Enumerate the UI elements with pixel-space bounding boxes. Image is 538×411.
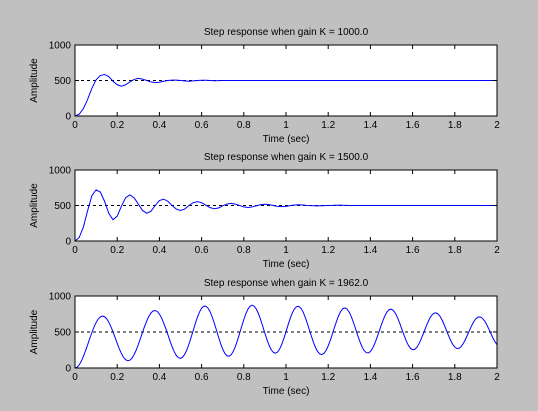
x-tick-label: 1.4 xyxy=(363,120,377,131)
x-tick-label: 2 xyxy=(494,245,500,256)
chart-panel-1: 0 0.2 0.4 0.6 0.8 1 1.2 1.4 1.6 1.8 2 0 500 1000 Step … xyxy=(29,27,500,145)
x-axis-label: Time (sec) xyxy=(263,386,310,397)
x-tick-label: 0 xyxy=(72,120,78,131)
x-tick-label: 1.6 xyxy=(406,245,420,256)
x-tick-label: 0 xyxy=(72,245,78,256)
response-line xyxy=(74,304,498,369)
x-tick-label: 1.8 xyxy=(448,120,462,131)
chart-title: Step response when gain K = 1962.0 xyxy=(204,278,369,289)
x-tick-label: 1.8 xyxy=(448,372,462,383)
x-tick-label: 0.4 xyxy=(152,245,166,256)
x-tick-label: 1.8 xyxy=(448,245,462,256)
y-tick-label: 500 xyxy=(54,201,71,212)
x-tick-label: 1 xyxy=(283,245,289,256)
response-line xyxy=(74,189,497,242)
x-tick-label: 1.2 xyxy=(321,372,335,383)
y-axis-label: Amplitude xyxy=(29,58,40,103)
x-tick-label: 1.6 xyxy=(406,120,420,131)
y-tick-label: 1000 xyxy=(49,41,72,52)
x-tick-label: 0.8 xyxy=(237,245,251,256)
x-tick-label: 1.2 xyxy=(321,120,335,131)
y-tick-label: 0 xyxy=(65,237,71,248)
x-tick-label: 0.8 xyxy=(237,120,251,131)
x-tick-label: 0.4 xyxy=(152,372,166,383)
y-tick-label: 1000 xyxy=(49,292,72,303)
x-tick-label: 0.8 xyxy=(237,372,251,383)
x-tick-label: 2 xyxy=(494,372,500,383)
x-tick-label: 0.6 xyxy=(195,120,209,131)
x-tick-label: 2 xyxy=(494,120,500,131)
x-tick-label: 0.2 xyxy=(110,245,124,256)
x-tick-label: 0 xyxy=(72,372,78,383)
x-tick-label: 1.6 xyxy=(406,372,420,383)
y-tick-label: 500 xyxy=(54,76,71,87)
y-tick-label: 1000 xyxy=(49,166,72,177)
y-tick-label: 0 xyxy=(65,112,71,123)
chart-panel-2: 0 0.2 0.4 0.6 0.8 1 1.2 1.4 1.6 1.8 2 0 500 1000 Step … xyxy=(29,152,500,270)
x-tick-label: 1.4 xyxy=(363,372,377,383)
response-line xyxy=(74,73,497,117)
x-tick-label: 0.2 xyxy=(110,120,124,131)
y-axis-label: Amplitude xyxy=(29,183,40,228)
chart-panel-3: 0 0.2 0.4 0.6 0.8 1 1.2 1.4 1.6 1.8 2 0 500 1000 Step … xyxy=(29,278,500,397)
x-tick-label: 1 xyxy=(283,372,289,383)
x-axis-label: Time (sec) xyxy=(263,259,310,270)
x-axis-label: Time (sec) xyxy=(263,134,310,145)
x-tick-label: 1.4 xyxy=(363,245,377,256)
y-tick-label: 500 xyxy=(54,328,71,339)
y-axis-label: Amplitude xyxy=(29,309,40,354)
chart-title: Step response when gain K = 1500.0 xyxy=(204,152,369,163)
x-tick-label: 0.6 xyxy=(195,245,209,256)
x-tick-label: 0.2 xyxy=(110,372,124,383)
x-tick-label: 1.2 xyxy=(321,245,335,256)
y-tick-label: 0 xyxy=(65,364,71,375)
x-tick-label: 0.6 xyxy=(195,372,209,383)
chart-title: Step response when gain K = 1000.0 xyxy=(204,27,369,38)
x-tick-label: 1 xyxy=(283,120,289,131)
x-tick-label: 0.4 xyxy=(152,120,166,131)
